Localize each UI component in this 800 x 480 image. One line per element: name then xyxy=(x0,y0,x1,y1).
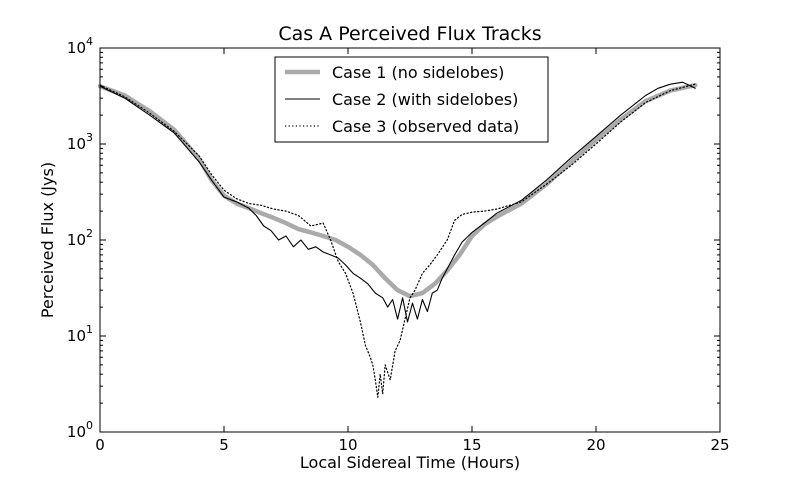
chart-title: Cas A Perceived Flux Tracks xyxy=(278,23,541,45)
plot-area xyxy=(97,81,698,398)
y-tick-label: 104 xyxy=(67,35,93,57)
legend: Case 1 (no sidelobes) Case 2 (with sidelo… xyxy=(274,56,549,143)
x-tick-label: 25 xyxy=(710,436,729,454)
x-tick-label: 20 xyxy=(586,436,605,454)
legend-label-2: Case 2 (with sidelobes) xyxy=(332,90,518,109)
x-tick-label: 15 xyxy=(462,436,481,454)
x-tick-label: 0 xyxy=(95,436,105,454)
axis-ticks: 0 5 10 15 20 25 100 101 102 103 104 xyxy=(67,35,730,454)
x-tick-label: 5 xyxy=(219,436,229,454)
legend-label-1: Case 1 (no sidelobes) xyxy=(332,63,504,82)
legend-box xyxy=(274,56,549,143)
y-tick-label: 102 xyxy=(67,227,93,249)
y-tick-label: 103 xyxy=(67,131,93,153)
x-axis-label: Local Sidereal Time (Hours) xyxy=(300,453,520,472)
x-tick-label: 10 xyxy=(338,436,357,454)
y-tick-label: 101 xyxy=(67,323,93,345)
y-tick-label: 100 xyxy=(67,419,93,441)
legend-label-3: Case 3 (observed data) xyxy=(332,117,519,136)
series-line-2 xyxy=(99,81,696,323)
y-axis-label: Perceived Flux (Jys) xyxy=(38,162,57,318)
series-line-3 xyxy=(99,83,696,398)
